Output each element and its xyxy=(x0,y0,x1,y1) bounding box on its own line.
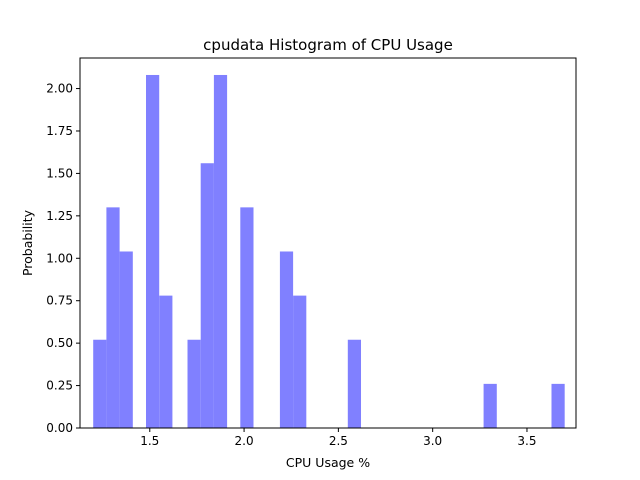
plot-frame xyxy=(79,57,577,429)
histogram-bar xyxy=(106,207,120,428)
histogram-bar xyxy=(119,251,133,428)
y-tick-label: 0.75 xyxy=(46,294,73,308)
histogram-bar xyxy=(159,295,173,428)
y-tick-label: 0.50 xyxy=(46,336,73,350)
x-tick-label: 3.5 xyxy=(517,434,536,448)
histogram-bar xyxy=(483,383,497,428)
bars-group xyxy=(93,74,565,429)
y-axis-label: Probability xyxy=(20,209,35,276)
y-tick-label: 2.00 xyxy=(46,82,73,96)
y-tick-label: 1.00 xyxy=(46,251,73,265)
chart-title: cpudata Histogram of CPU Usage xyxy=(203,36,453,54)
histogram-bar xyxy=(279,251,294,428)
x-axis-label: CPU Usage % xyxy=(286,455,370,470)
y-ticks-group: 0.00 0.25 0.50 0.75 1.00 1.25 1.50 1.75 2.00 xyxy=(46,82,80,435)
x-tick-label: 2.0 xyxy=(235,434,254,448)
x-tick-label: 2.5 xyxy=(329,434,348,448)
histogram-bar xyxy=(551,383,565,428)
y-tick-label: 1.75 xyxy=(46,124,73,138)
y-tick-label: 0.00 xyxy=(46,421,73,435)
histogram-bar xyxy=(146,74,160,429)
histogram-bar xyxy=(293,295,307,428)
histogram-bar xyxy=(213,74,228,429)
y-tick-label: 1.25 xyxy=(46,209,73,223)
histogram-bar xyxy=(200,163,214,428)
histogram-bar xyxy=(187,339,201,428)
y-tick-label: 0.25 xyxy=(46,379,73,393)
x-ticks-group: 1.5 2.0 2.5 3.0 3.5 xyxy=(140,428,537,448)
histogram-bar xyxy=(240,207,254,428)
x-tick-label: 1.5 xyxy=(140,434,159,448)
histogram-bar xyxy=(347,339,362,428)
x-tick-label: 3.0 xyxy=(423,434,442,448)
histogram-bar xyxy=(93,339,107,428)
y-tick-label: 1.50 xyxy=(46,166,73,180)
